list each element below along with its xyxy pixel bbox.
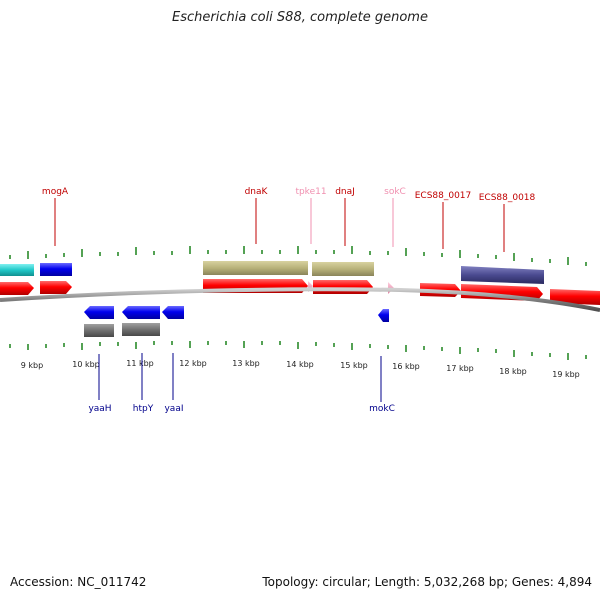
scale-labels: 9 kbp 10 kbp 11 kbp 12 kbp 13 kbp 14 kbp…: [21, 359, 580, 379]
cds-arrow-reverse: [122, 306, 160, 319]
gene-label-ECS88_0017: ECS88_0017: [415, 191, 472, 201]
scale-label: 17 kbp: [446, 364, 474, 373]
gene-block-blue: [40, 263, 72, 276]
gene-label-ECS88_0018: ECS88_0018: [479, 193, 536, 203]
lower-tick-ruler: [9, 341, 587, 360]
gene-block-gray: [122, 323, 160, 336]
scale-label: 16 kbp: [392, 362, 420, 371]
gene-label-yaaI: yaaI: [164, 404, 183, 414]
scale-label: 10 kbp: [72, 360, 100, 369]
upper-gene-blocks: [0, 261, 544, 284]
gene-label-mokC: mokC: [369, 404, 395, 414]
map-title: Escherichia coli S88, complete genome: [172, 10, 428, 25]
gene-label-htpY: htpY: [133, 404, 154, 414]
scale-label: 18 kbp: [499, 367, 527, 376]
cds-arrow: [40, 281, 72, 294]
gene-label-yaaH: yaaH: [88, 404, 111, 414]
gene-block-gray: [84, 324, 114, 337]
cds-arrow-reverse: [162, 306, 184, 319]
genome-summary-text: Topology: circular; Length: 5,032,268 bp…: [262, 575, 592, 589]
cds-arrow-reverse: [378, 309, 389, 322]
cds-arrow: [550, 289, 600, 305]
genome-backbone: [0, 287, 600, 312]
scale-label: 11 kbp: [126, 359, 154, 368]
accession-text: Accession: NC_011742: [10, 575, 147, 589]
cds-arrow: [0, 282, 34, 295]
scale-label: 14 kbp: [286, 360, 314, 369]
scale-label: 19 kbp: [552, 370, 580, 379]
lower-gene-blocks: [84, 323, 160, 337]
gene-label-sokC: sokC: [384, 187, 406, 197]
gene-block-tan-dnaJ: [312, 262, 374, 276]
cds-arrow: [313, 280, 373, 294]
reverse-strand-arrows: [84, 306, 389, 322]
scale-label: 13 kbp: [232, 359, 260, 368]
upper-tick-ruler: [9, 246, 587, 266]
gene-label-mogA: mogA: [42, 187, 69, 197]
cds-arrow-reverse: [84, 306, 114, 319]
scale-label: 15 kbp: [340, 361, 368, 370]
scale-label: 12 kbp: [179, 359, 207, 368]
gene-label-dnaK: dnaK: [245, 187, 269, 197]
gene-block-cyan: [0, 264, 34, 276]
forward-strand-arrows: [0, 279, 600, 305]
gene-block-tan-dnaK: [203, 261, 308, 275]
gene-label-dnaJ: dnaJ: [335, 187, 355, 197]
scale-label: 9 kbp: [21, 361, 43, 370]
bottom-leader-lines: [98, 353, 382, 402]
gene-label-tpke11: tpke11: [295, 187, 326, 197]
top-leader-lines: [54, 198, 505, 252]
gene-block-purple: [461, 266, 544, 284]
